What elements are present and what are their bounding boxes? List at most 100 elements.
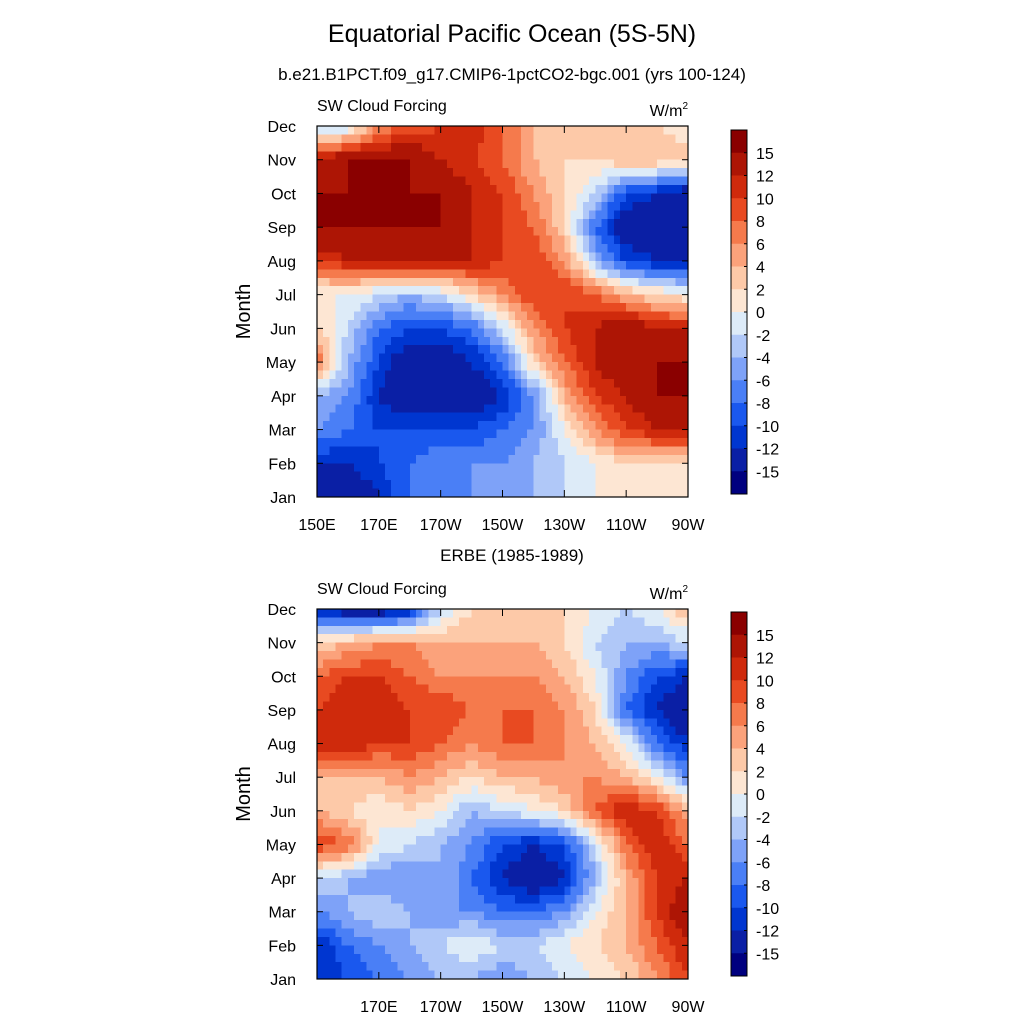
- contour-cell: [613, 286, 621, 296]
- contour-cell: [663, 667, 671, 677]
- contour-cell: [354, 634, 361, 644]
- contour-cell: [502, 911, 510, 921]
- contour-cell: [508, 488, 516, 498]
- contour-cell: [360, 319, 368, 329]
- contour-cell: [465, 659, 473, 669]
- colorbar-box: [731, 334, 747, 358]
- contour-cell: [354, 319, 361, 329]
- contour-cell: [589, 336, 596, 346]
- contour-cell: [335, 260, 343, 270]
- contour-cell: [422, 429, 429, 439]
- contour-cell: [533, 252, 541, 262]
- contour-cell: [539, 609, 547, 619]
- contour-cell: [397, 235, 405, 245]
- contour-cell: [657, 235, 664, 245]
- contour-cell: [663, 651, 671, 661]
- contour-cell: [564, 844, 572, 854]
- contour-cell: [564, 260, 572, 270]
- contour-cell: [613, 252, 621, 262]
- contour-cell: [681, 701, 689, 711]
- contour-cell: [347, 684, 355, 694]
- contour-cell: [360, 886, 368, 896]
- contour-cell: [391, 911, 398, 921]
- contour-cell: [360, 903, 368, 913]
- contour-cell: [644, 844, 652, 854]
- contour-cell: [650, 387, 658, 397]
- contour-cell: [582, 134, 590, 144]
- contour-cell: [657, 659, 664, 669]
- contour-cell: [619, 336, 627, 346]
- contour-cell: [471, 634, 479, 644]
- contour-cell: [329, 634, 337, 644]
- contour-cell: [323, 836, 330, 846]
- contour-cell: [533, 328, 541, 338]
- contour-cell: [632, 802, 640, 812]
- contour-cell: [632, 768, 640, 778]
- contour-cell: [657, 362, 664, 372]
- contour-cell: [465, 446, 473, 456]
- contour-cell: [650, 810, 658, 820]
- contour-cell: [347, 634, 355, 644]
- contour-cell: [650, 269, 658, 279]
- contour-cell: [496, 625, 504, 635]
- contour-cell: [397, 684, 405, 694]
- contour-cell: [650, 861, 658, 871]
- contour-cell: [471, 625, 479, 635]
- contour-cell: [459, 168, 466, 178]
- contour-cell: [366, 151, 374, 161]
- contour-cell: [558, 827, 565, 837]
- contour-cell: [465, 667, 473, 677]
- contour-cell: [675, 735, 683, 745]
- contour-cell: [589, 387, 596, 397]
- contour-cell: [360, 387, 368, 397]
- contour-cell: [681, 142, 689, 152]
- contour-cell: [533, 362, 541, 372]
- contour-cell: [409, 362, 417, 372]
- contour-cell: [595, 609, 603, 619]
- contour-cell: [514, 429, 522, 439]
- contour-cell: [329, 819, 337, 829]
- contour-cell: [366, 869, 374, 879]
- contour-cell: [564, 201, 572, 211]
- contour-cell: [391, 676, 398, 686]
- contour-cell: [397, 760, 405, 770]
- contour-cell: [329, 659, 337, 669]
- contour-cell: [323, 634, 330, 644]
- contour-cell: [558, 819, 565, 829]
- contour-cell: [483, 185, 491, 195]
- contour-cell: [681, 861, 689, 871]
- contour-cell: [638, 395, 646, 405]
- contour-cell: [323, 319, 330, 329]
- contour-cell: [514, 437, 522, 448]
- contour-cell: [657, 802, 664, 812]
- contour-cell: [459, 429, 466, 439]
- contour-cell: [502, 751, 510, 761]
- contour-cell: [453, 878, 460, 888]
- contour-cell: [329, 446, 337, 456]
- contour-cell: [465, 370, 473, 380]
- contour-cell: [663, 244, 671, 254]
- contour-cell: [657, 176, 664, 186]
- contour-cell: [558, 768, 565, 778]
- contour-cell: [391, 903, 398, 913]
- contour-cell: [657, 726, 664, 736]
- contour-cell: [471, 819, 479, 829]
- contour-cell: [385, 294, 392, 304]
- contour-cell: [607, 277, 615, 287]
- contour-cell: [545, 286, 553, 296]
- contour-cell: [446, 362, 454, 372]
- contour-cell: [508, 454, 516, 464]
- contour-cell: [354, 709, 361, 719]
- contour-cell: [613, 176, 621, 186]
- contour-cell: [397, 311, 405, 321]
- contour-cell: [453, 718, 460, 728]
- contour-cell: [564, 218, 572, 228]
- contour-cell: [613, 193, 621, 203]
- contour-cell: [613, 894, 621, 904]
- contour-cell: [669, 760, 677, 770]
- contour-cell: [471, 794, 479, 804]
- contour-cell: [440, 852, 448, 862]
- contour-cell: [323, 480, 330, 490]
- contour-cell: [675, 827, 683, 837]
- contour-cell: [514, 852, 522, 862]
